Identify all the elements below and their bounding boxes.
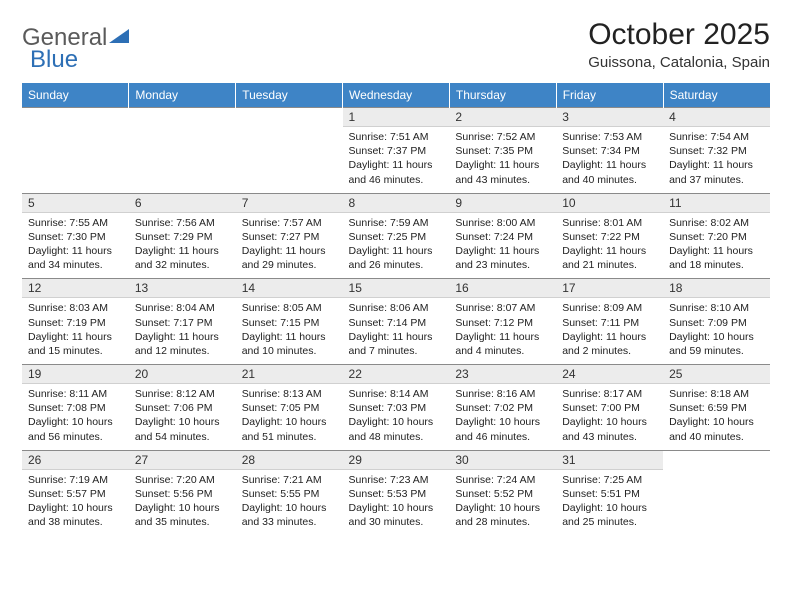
day-detail-cell: [663, 469, 770, 535]
logo-triangle-icon: [109, 24, 131, 52]
day-detail-cell: Sunrise: 8:14 AMSunset: 7:03 PMDaylight:…: [343, 384, 450, 451]
day-number-cell: 23: [449, 365, 556, 384]
day-number-cell: 4: [663, 108, 770, 127]
day-detail-cell: [236, 127, 343, 194]
day-number-cell: 15: [343, 279, 450, 298]
day-number-cell: 25: [663, 365, 770, 384]
day-number-cell: 29: [343, 450, 450, 469]
day-number-cell: 14: [236, 279, 343, 298]
day-detail-cell: Sunrise: 7:55 AMSunset: 7:30 PMDaylight:…: [22, 212, 129, 279]
day-number-cell: 28: [236, 450, 343, 469]
day-header: Thursday: [449, 83, 556, 108]
day-number-cell: 2: [449, 108, 556, 127]
day-detail-cell: Sunrise: 7:24 AMSunset: 5:52 PMDaylight:…: [449, 469, 556, 535]
day-detail-cell: Sunrise: 8:03 AMSunset: 7:19 PMDaylight:…: [22, 298, 129, 365]
day-number-cell: 26: [22, 450, 129, 469]
header: General October 2025 Guissona, Catalonia…: [22, 18, 770, 71]
day-header: Tuesday: [236, 83, 343, 108]
day-number-cell: 21: [236, 365, 343, 384]
day-number-cell: 10: [556, 193, 663, 212]
day-detail-cell: Sunrise: 7:19 AMSunset: 5:57 PMDaylight:…: [22, 469, 129, 535]
day-detail-cell: Sunrise: 7:51 AMSunset: 7:37 PMDaylight:…: [343, 127, 450, 194]
day-detail-row: Sunrise: 7:55 AMSunset: 7:30 PMDaylight:…: [22, 212, 770, 279]
day-detail-cell: Sunrise: 7:59 AMSunset: 7:25 PMDaylight:…: [343, 212, 450, 279]
day-detail-cell: Sunrise: 7:52 AMSunset: 7:35 PMDaylight:…: [449, 127, 556, 194]
day-detail-cell: Sunrise: 8:13 AMSunset: 7:05 PMDaylight:…: [236, 384, 343, 451]
day-detail-cell: Sunrise: 8:01 AMSunset: 7:22 PMDaylight:…: [556, 212, 663, 279]
day-detail-row: Sunrise: 7:51 AMSunset: 7:37 PMDaylight:…: [22, 127, 770, 194]
day-number-cell: 5: [22, 193, 129, 212]
day-detail-cell: Sunrise: 8:09 AMSunset: 7:11 PMDaylight:…: [556, 298, 663, 365]
day-number-cell: 11: [663, 193, 770, 212]
day-number-row: 262728293031: [22, 450, 770, 469]
day-number-cell: 24: [556, 365, 663, 384]
day-number-cell: 31: [556, 450, 663, 469]
day-number-cell: 8: [343, 193, 450, 212]
day-number-cell: 12: [22, 279, 129, 298]
day-number-cell: [129, 108, 236, 127]
day-number-cell: 18: [663, 279, 770, 298]
day-number-cell: [22, 108, 129, 127]
day-detail-cell: [22, 127, 129, 194]
day-detail-cell: Sunrise: 8:16 AMSunset: 7:02 PMDaylight:…: [449, 384, 556, 451]
day-number-cell: [236, 108, 343, 127]
day-detail-cell: Sunrise: 8:10 AMSunset: 7:09 PMDaylight:…: [663, 298, 770, 365]
day-number-cell: 1: [343, 108, 450, 127]
calendar-table: SundayMondayTuesdayWednesdayThursdayFrid…: [22, 83, 770, 535]
location: Guissona, Catalonia, Spain: [588, 54, 770, 71]
day-detail-cell: Sunrise: 7:53 AMSunset: 7:34 PMDaylight:…: [556, 127, 663, 194]
day-number-cell: 7: [236, 193, 343, 212]
day-number-cell: 22: [343, 365, 450, 384]
day-detail-cell: Sunrise: 7:56 AMSunset: 7:29 PMDaylight:…: [129, 212, 236, 279]
day-header: Saturday: [663, 83, 770, 108]
day-detail-cell: Sunrise: 8:17 AMSunset: 7:00 PMDaylight:…: [556, 384, 663, 451]
day-number-cell: 9: [449, 193, 556, 212]
day-detail-row: Sunrise: 7:19 AMSunset: 5:57 PMDaylight:…: [22, 469, 770, 535]
day-detail-cell: Sunrise: 8:18 AMSunset: 6:59 PMDaylight:…: [663, 384, 770, 451]
day-header: Monday: [129, 83, 236, 108]
day-number-cell: 17: [556, 279, 663, 298]
day-detail-cell: Sunrise: 7:57 AMSunset: 7:27 PMDaylight:…: [236, 212, 343, 279]
day-header-row: SundayMondayTuesdayWednesdayThursdayFrid…: [22, 83, 770, 108]
day-detail-cell: Sunrise: 7:23 AMSunset: 5:53 PMDaylight:…: [343, 469, 450, 535]
day-detail-row: Sunrise: 8:03 AMSunset: 7:19 PMDaylight:…: [22, 298, 770, 365]
day-number-cell: 3: [556, 108, 663, 127]
day-detail-cell: Sunrise: 8:07 AMSunset: 7:12 PMDaylight:…: [449, 298, 556, 365]
month-title: October 2025: [588, 18, 770, 52]
day-number-cell: 13: [129, 279, 236, 298]
day-header: Friday: [556, 83, 663, 108]
day-detail-cell: [129, 127, 236, 194]
day-number-cell: 19: [22, 365, 129, 384]
day-detail-cell: Sunrise: 8:05 AMSunset: 7:15 PMDaylight:…: [236, 298, 343, 365]
day-number-cell: [663, 450, 770, 469]
day-number-cell: 6: [129, 193, 236, 212]
day-number-row: 12131415161718: [22, 279, 770, 298]
day-header: Wednesday: [343, 83, 450, 108]
day-number-cell: 16: [449, 279, 556, 298]
day-detail-cell: Sunrise: 7:25 AMSunset: 5:51 PMDaylight:…: [556, 469, 663, 535]
day-detail-cell: Sunrise: 7:20 AMSunset: 5:56 PMDaylight:…: [129, 469, 236, 535]
day-detail-cell: Sunrise: 8:12 AMSunset: 7:06 PMDaylight:…: [129, 384, 236, 451]
day-detail-cell: Sunrise: 8:02 AMSunset: 7:20 PMDaylight:…: [663, 212, 770, 279]
day-detail-cell: Sunrise: 8:00 AMSunset: 7:24 PMDaylight:…: [449, 212, 556, 279]
day-detail-row: Sunrise: 8:11 AMSunset: 7:08 PMDaylight:…: [22, 384, 770, 451]
day-detail-cell: Sunrise: 7:21 AMSunset: 5:55 PMDaylight:…: [236, 469, 343, 535]
day-number-row: 1234: [22, 108, 770, 127]
day-number-cell: 30: [449, 450, 556, 469]
day-header: Sunday: [22, 83, 129, 108]
day-number-cell: 27: [129, 450, 236, 469]
day-number-cell: 20: [129, 365, 236, 384]
day-detail-cell: Sunrise: 8:11 AMSunset: 7:08 PMDaylight:…: [22, 384, 129, 451]
day-detail-cell: Sunrise: 8:04 AMSunset: 7:17 PMDaylight:…: [129, 298, 236, 365]
logo-text-2: Blue: [30, 46, 78, 74]
day-detail-cell: Sunrise: 7:54 AMSunset: 7:32 PMDaylight:…: [663, 127, 770, 194]
day-number-row: 567891011: [22, 193, 770, 212]
day-number-row: 19202122232425: [22, 365, 770, 384]
day-detail-cell: Sunrise: 8:06 AMSunset: 7:14 PMDaylight:…: [343, 298, 450, 365]
